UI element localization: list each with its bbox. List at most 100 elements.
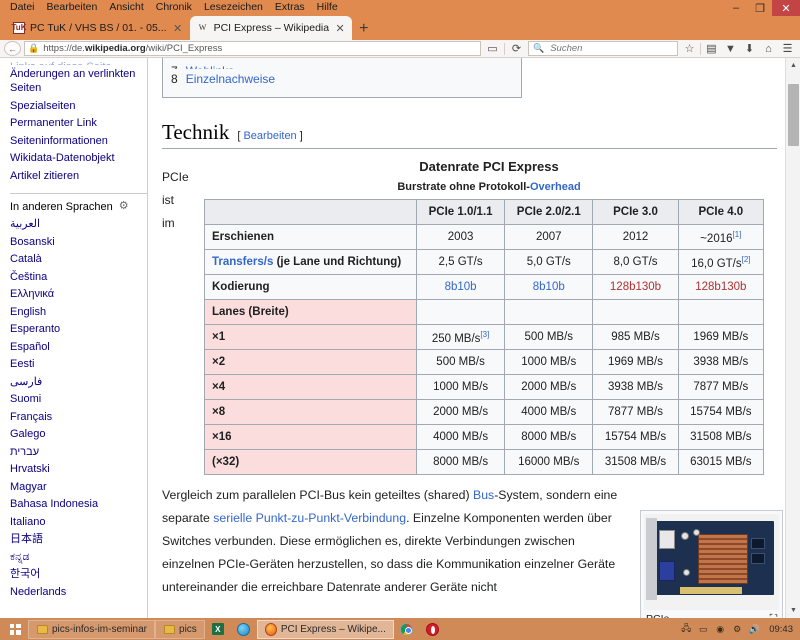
language-item[interactable]: Italiano [10,515,46,528]
sidebar-item-wikidata[interactable]: Wikidata-Datenobjekt [10,152,115,164]
language-item[interactable]: Bahasa Indonesia [10,498,99,510]
language-item[interactable]: 한국어 [10,568,41,580]
cell-link[interactable]: 128b130b [609,281,662,293]
sidebar-item-seiteninformationen[interactable]: Seiteninformationen [10,134,108,147]
table-cell: 1969 MB/s [592,349,679,375]
language-item[interactable]: فارسی [10,375,43,388]
close-icon[interactable]: ✕ [172,22,183,35]
tab-pci-express[interactable]: W PCI Express – Wikipedia ✕ [189,16,353,40]
menu-bearbeiten[interactable]: Bearbeiten [46,1,98,13]
reload-icon[interactable]: ⟳ [511,43,522,55]
language-item[interactable]: Suomi [10,393,42,405]
toc-item-einzelnachweise[interactable]: 8 Einzelnachweise [171,69,513,89]
taskbar-item-pics[interactable]: pics [155,619,205,639]
tab-pc-tuk[interactable]: TuK PC TuK / VHS BS / 01. - 05... ✕ [6,16,190,40]
edit-link[interactable]: Bearbeiten [243,130,297,142]
menu-extras[interactable]: Extras [274,1,305,13]
downloads-icon[interactable]: ⬇ [744,43,755,55]
search-input[interactable] [548,42,673,55]
taskbar-launcher-chrome[interactable] [394,622,420,636]
language-item[interactable]: Nederlands [10,585,67,598]
language-item[interactable]: Ελληνικά [10,288,55,300]
page-scrollbar[interactable]: ▲ ▼ [785,58,800,618]
reader-mode-icon[interactable]: ▭ [487,43,498,55]
scroll-up-icon[interactable]: ▲ [790,62,797,69]
cell-link[interactable]: 8b10b [532,281,565,293]
taskbar-launcher-opera[interactable] [420,622,446,636]
overhead-link[interactable]: Overhead [529,181,581,193]
close-button[interactable]: ✕ [772,0,800,16]
link-punkt-zu-punkt[interactable]: Punkt-zu-Punkt-Verbindung [255,511,407,525]
scroll-down-icon[interactable]: ▼ [790,607,797,614]
sidebar-item-artikel-zitieren[interactable]: Artikel zitieren [10,169,80,182]
table-cell: 63015 MB/s [677,449,765,475]
taskbar-window-firefox[interactable]: PCI Express – Wikipe... [256,619,394,639]
language-item[interactable]: 日本語 [10,533,43,545]
language-item[interactable]: Bosanski [10,235,55,248]
cell-link[interactable]: 8b10b [444,281,477,293]
link-serielle[interactable]: serielle [213,511,253,525]
cell-link[interactable]: 128b130b [695,281,747,293]
menu-hilfe[interactable]: Hilfe [316,1,338,13]
hamburger-menu-icon[interactable]: ☰ [782,43,793,55]
language-item[interactable]: Català [10,253,42,265]
sidebar-item-aenderungen[interactable]: Änderungen an verlinkten Seiten [10,67,136,95]
dvi-port [659,530,675,549]
close-icon[interactable]: ✕ [335,22,345,35]
sidebar-item-links-auf-diese-seite[interactable]: Links auf diese Seite [10,58,147,66]
cell-value: 15754 MB/s [604,431,667,443]
language-item[interactable]: Magyar [10,480,47,493]
reference-link[interactable]: [3] [480,329,490,339]
language-item[interactable]: Eesti [10,358,35,370]
search-bar[interactable]: 🔍 [528,41,678,56]
url-bar[interactable]: 🔒 https://de.wikipedia.org/wiki/PCI_Expr… [24,41,481,56]
minimize-button[interactable]: – [732,2,740,14]
language-item[interactable]: Español [10,340,50,353]
taskbar-launcher-ie[interactable] [231,622,257,636]
disc-icon[interactable]: ◉ [716,623,725,634]
message-icon[interactable]: ▭ [698,623,708,634]
language-item[interactable]: עברית [10,445,40,458]
volume-icon[interactable]: 🔊 [748,623,760,634]
cell-value: 500 MB/s [436,356,485,368]
capacitor [693,529,700,536]
library-icon[interactable]: ▤ [706,43,717,55]
language-item[interactable]: Galego [10,428,46,440]
language-item[interactable]: العربية [10,218,41,230]
language-item[interactable]: Čeština [10,270,48,283]
row-header-link[interactable]: Transfers/s [212,256,274,268]
network-icon[interactable]: 🖧 [681,623,692,633]
bookmark-star-icon[interactable]: ☆ [684,43,695,55]
back-icon[interactable]: ← [4,41,21,56]
link-bus[interactable]: Bus [473,488,495,502]
sidebar-item-spezialseiten[interactable]: Spezialseiten [10,99,76,112]
language-item[interactable]: ಕನ್ನಡ [10,550,30,563]
gear-icon[interactable]: ⚙ [118,200,129,212]
reference-link[interactable]: [1] [732,229,742,239]
taskbar-launcher-excel[interactable]: X [205,623,231,635]
toc-item-weblinks[interactable]: 7 Weblinks [171,61,513,69]
pocket-icon[interactable]: ▼ [725,42,736,55]
menu-lesezeichen[interactable]: Lesezeichen [203,1,263,13]
enlarge-icon[interactable]: ⛶ [770,613,777,618]
menu-ansicht[interactable]: Ansicht [109,1,144,13]
home-icon[interactable]: ⌂ [765,42,772,55]
menu-chronik[interactable]: Chronik [155,1,192,13]
language-item[interactable]: Hrvatski [10,463,50,475]
maximize-button[interactable]: ❐ [755,2,765,15]
language-item[interactable]: Français [10,410,53,423]
new-tab-button[interactable]: + [359,20,369,37]
image-thumbnail[interactable]: PCIe ⛶ [640,510,783,618]
cell-value: 3938 MB/s [693,356,749,368]
taskbar-clock[interactable]: 09:43 [769,623,793,635]
menu-datei[interactable]: Datei [10,1,35,13]
reference-link[interactable]: [2] [741,254,751,264]
taskbar-item-pics-infos[interactable]: pics-infos-im-seminar [28,619,156,639]
sidebar-item-permanenter-link[interactable]: Permanenter Link [10,117,97,129]
language-item[interactable]: Esperanto [10,323,61,335]
settings-icon[interactable]: ⚙ [733,623,742,634]
start-button[interactable] [2,618,28,640]
language-item[interactable]: English [10,305,47,318]
cell-value: 4000 MB/s [433,431,489,443]
scrollbar-thumb[interactable] [788,84,799,146]
